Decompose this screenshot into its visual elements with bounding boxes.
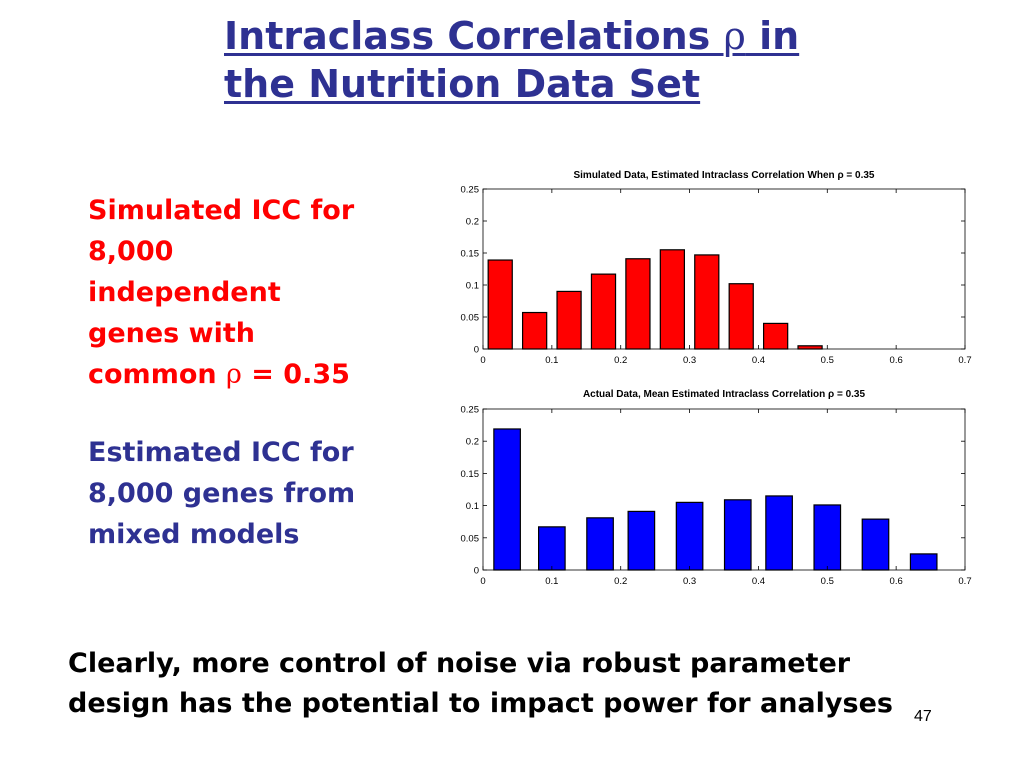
histogram-charts: 0 0.1 0.2 0.3 0.4 0.5 0.6 0.7 0 0.05 0.1 0.15 0.2 0.2… xyxy=(461,170,972,587)
chart-1-bar xyxy=(659,249,686,350)
chart-2: 0 0.1 0.2 0.3 0.4 0.5 0.6 0.7 0 0.05 0.1 0.15 0.2 0.2… xyxy=(461,389,972,587)
chart-1-bar xyxy=(762,322,789,350)
chart-1-bar xyxy=(728,283,754,350)
title-line1: Intraclass Correlations xyxy=(224,14,724,58)
chart-1-bar xyxy=(694,254,720,350)
chart-2-bar xyxy=(538,526,566,571)
slide-number: 47 xyxy=(914,708,932,725)
conclusion-line-1: Clearly, more control of noise via robus… xyxy=(68,648,851,679)
chart-1: 0 0.1 0.2 0.3 0.4 0.5 0.6 0.7 0 0.05 0.1 0.15 0.2 0.2… xyxy=(461,170,972,366)
chart-2-bar xyxy=(861,518,890,571)
chart-1-y-tick-label: 0 xyxy=(474,345,479,356)
chart-2-x-tick-label: 0.7 xyxy=(958,576,971,587)
chart-1-y-tick-label: 0.2 xyxy=(466,217,479,228)
chart-2-y-tick-label: 0.15 xyxy=(461,469,480,480)
chart-1-y-tick-label: 0.15 xyxy=(461,249,480,260)
chart-2-y-tick-label: 0.25 xyxy=(461,405,480,416)
blue-line-3: mixed models xyxy=(88,519,300,550)
chart-1-y-tick-label: 0.1 xyxy=(466,281,479,292)
chart-2-x-tick-label: 0.3 xyxy=(683,576,696,587)
red-value: = 0.35 xyxy=(241,359,350,390)
chart-1-x-tick-label: 0.3 xyxy=(683,355,696,366)
conclusion-line-2: design has the potential to impact power… xyxy=(68,688,893,719)
chart-2-bar xyxy=(813,504,842,571)
chart-2-y-tick-label: 0.05 xyxy=(461,533,480,544)
title-line1-end: in xyxy=(745,14,800,58)
chart-1-x-tick-label: 0.1 xyxy=(545,355,558,366)
red-line-2: 8,000 xyxy=(88,236,174,267)
chart-2-x-tick-label: 0.1 xyxy=(545,576,558,587)
chart-1-y-tick-label: 0.05 xyxy=(461,313,480,324)
chart-1-bar xyxy=(556,290,582,350)
chart-1-bar xyxy=(797,345,823,350)
chart-2-x-tick-label: 0.2 xyxy=(614,576,627,587)
chart-2-bar xyxy=(723,499,752,571)
chart-2-x-tick-label: 0.5 xyxy=(821,576,834,587)
blue-line-1: Estimated ICC for xyxy=(88,437,354,468)
chart-1-y-tick-label: 0.25 xyxy=(461,185,480,196)
chart-2-bar xyxy=(586,517,614,571)
chart-2-y-tick-label: 0.1 xyxy=(466,501,479,512)
chart-2-bar xyxy=(909,553,938,571)
chart-2-y-tick-label: 0.2 xyxy=(466,437,479,448)
chart-1-x-tick-label: 0 xyxy=(480,355,485,366)
chart-1-x-tick-label: 0.2 xyxy=(614,355,627,366)
red-line-5: common xyxy=(88,359,226,390)
blue-line-2: 8,000 genes from xyxy=(88,478,356,509)
estimated-description: Estimated ICC for 8,000 genes from mixed… xyxy=(88,432,408,555)
chart-1-x-tick-label: 0.4 xyxy=(752,355,765,366)
chart-2-title: Actual Data, Mean Estimated Intraclass C… xyxy=(583,389,866,400)
title-rho: ρ xyxy=(723,14,746,58)
slide-title: Intraclass Correlations ρ in the Nutriti… xyxy=(224,12,864,108)
chart-1-title: Simulated Data, Estimated Intraclass Cor… xyxy=(573,170,874,181)
chart-1-x-tick-label: 0.7 xyxy=(958,355,971,366)
chart-2-bar xyxy=(765,495,793,571)
simulated-description: Simulated ICC for 8,000 independent gene… xyxy=(88,190,408,395)
title-line2: the Nutrition Data Set xyxy=(224,62,701,106)
chart-1-bar xyxy=(521,311,548,350)
chart-1-axes-box xyxy=(482,188,966,350)
chart-2-x-tick-label: 0.4 xyxy=(752,576,765,587)
red-line-1: Simulated ICC for xyxy=(88,195,355,226)
chart-2-x-tick-label: 0.6 xyxy=(890,576,903,587)
chart-2-y-tick-label: 0 xyxy=(474,566,479,577)
red-rho: ρ xyxy=(226,359,242,390)
chart-1-x-tick-label: 0.5 xyxy=(821,355,834,366)
chart-2-x-tick-label: 0 xyxy=(480,576,485,587)
chart-1-bar xyxy=(625,258,651,350)
chart-2-bar xyxy=(493,428,521,571)
chart-1-bar xyxy=(487,259,513,350)
chart-1-bar xyxy=(590,273,617,350)
chart-2-bar xyxy=(627,510,656,571)
conclusion-text: Clearly, more control of noise via robus… xyxy=(68,644,1008,724)
chart-1-x-tick-label: 0.6 xyxy=(890,355,903,366)
chart-2-bar xyxy=(675,501,704,571)
red-line-4: genes with xyxy=(88,318,255,349)
red-line-3: independent xyxy=(88,277,281,308)
